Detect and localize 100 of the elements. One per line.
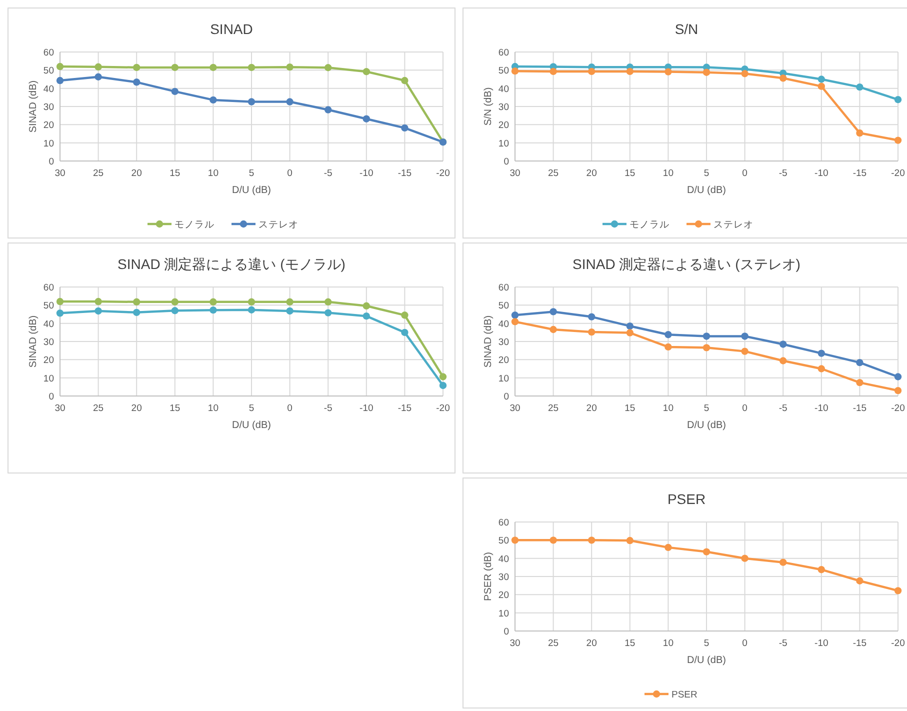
x-tick-label: 25 xyxy=(548,638,559,649)
y-tick-label: 10 xyxy=(498,373,509,384)
x-tick-label: 20 xyxy=(586,403,597,414)
point xyxy=(248,64,256,72)
point xyxy=(56,310,64,317)
x-tick-label: 25 xyxy=(548,403,559,414)
x-tick-label: -20 xyxy=(891,638,905,649)
point xyxy=(626,536,634,544)
x-tick-label: -5 xyxy=(324,168,332,179)
x-tick-label: 5 xyxy=(704,403,710,414)
point xyxy=(171,88,178,96)
point xyxy=(894,587,902,594)
y-tick-label: 60 xyxy=(43,48,54,58)
x-tick-label: 5 xyxy=(704,168,710,179)
point xyxy=(588,313,596,320)
point xyxy=(210,298,217,306)
point xyxy=(550,326,557,334)
point xyxy=(248,298,256,306)
x-tick-label: 25 xyxy=(93,168,104,179)
point xyxy=(362,302,370,310)
x-axis-title: D/U (dB) xyxy=(232,420,271,431)
point xyxy=(171,64,178,72)
y-tick-label: 60 xyxy=(498,282,509,294)
x-tick-label: -5 xyxy=(324,403,332,414)
y-tick-label: 30 xyxy=(498,102,509,113)
x-tick-label: -10 xyxy=(814,403,828,414)
point xyxy=(702,332,710,340)
point xyxy=(324,298,332,306)
y-tick-label: 10 xyxy=(43,138,54,150)
point xyxy=(818,365,825,372)
point xyxy=(324,106,332,114)
y-axis-title: PSER (dB) xyxy=(483,552,494,601)
point xyxy=(741,332,748,340)
point xyxy=(780,357,787,364)
x-tick-label: 20 xyxy=(586,638,597,649)
x-tick-label: 10 xyxy=(208,168,218,179)
y-tick-label: 10 xyxy=(498,608,509,620)
x-axis-title: D/U (dB) xyxy=(232,185,271,196)
legend-label: ステレオ xyxy=(714,220,754,230)
x-tick-label: 0 xyxy=(742,168,748,179)
point xyxy=(171,298,178,306)
x-tick-label: -20 xyxy=(436,403,450,414)
point xyxy=(780,558,787,566)
point xyxy=(856,358,864,366)
x-tick-label: -20 xyxy=(891,168,905,179)
point xyxy=(401,328,408,336)
x-tick-label: -5 xyxy=(778,638,788,649)
y-axis-title: SINAD (dB) xyxy=(28,315,39,368)
x-tick-label: 0 xyxy=(742,638,748,649)
point xyxy=(362,68,370,76)
x-tick-label: -15 xyxy=(398,168,412,179)
legend-label: ステレオ xyxy=(258,220,298,230)
point xyxy=(818,82,825,90)
point xyxy=(94,63,102,70)
point xyxy=(439,382,447,390)
point xyxy=(248,98,256,106)
y-tick-label: 30 xyxy=(498,572,509,583)
x-tick-label: -5 xyxy=(778,168,788,179)
x-tick-label: 15 xyxy=(624,168,636,179)
x-tick-label: 15 xyxy=(624,403,636,414)
x-tick-label: -15 xyxy=(852,168,867,179)
point xyxy=(626,322,634,330)
point xyxy=(286,298,294,306)
legend-label: モノラル xyxy=(630,220,670,230)
y-tick-label: 30 xyxy=(43,102,54,113)
y-tick-label: 40 xyxy=(43,84,54,95)
chart-title: PSER xyxy=(667,491,706,507)
point xyxy=(171,307,178,314)
x-tick-label: 10 xyxy=(662,638,674,649)
point xyxy=(626,329,634,336)
x-tick-label: -5 xyxy=(778,403,788,414)
x-tick-label: 0 xyxy=(287,403,292,414)
point xyxy=(133,64,140,72)
y-tick-label: 10 xyxy=(43,373,54,384)
x-tick-label: -10 xyxy=(814,638,828,649)
point xyxy=(894,136,902,144)
point xyxy=(362,312,370,320)
x-axis-title: D/U (dB) xyxy=(687,420,726,431)
x-tick-label: 5 xyxy=(704,638,710,649)
point xyxy=(511,318,519,326)
point xyxy=(856,378,864,386)
x-tick-label: 15 xyxy=(170,403,180,414)
point xyxy=(401,312,408,319)
y-axis-title: SINAD (dB) xyxy=(483,315,494,368)
point xyxy=(286,63,294,71)
point xyxy=(324,309,332,316)
y-tick-label: 0 xyxy=(504,156,509,168)
x-tick-label: 5 xyxy=(248,168,254,179)
point xyxy=(818,350,825,357)
y-tick-label: 20 xyxy=(498,590,509,602)
point xyxy=(56,62,64,70)
chart-title: SINAD 測定器による違い (モノラル) xyxy=(118,256,346,272)
chart-title: SINAD xyxy=(210,21,253,37)
point xyxy=(94,73,102,80)
y-tick-label: 30 xyxy=(43,337,54,348)
x-tick-label: -20 xyxy=(891,403,905,414)
x-tick-label: 0 xyxy=(742,403,748,414)
y-tick-label: 20 xyxy=(43,120,54,132)
x-tick-label: 5 xyxy=(248,403,254,414)
y-tick-label: 20 xyxy=(498,120,509,132)
